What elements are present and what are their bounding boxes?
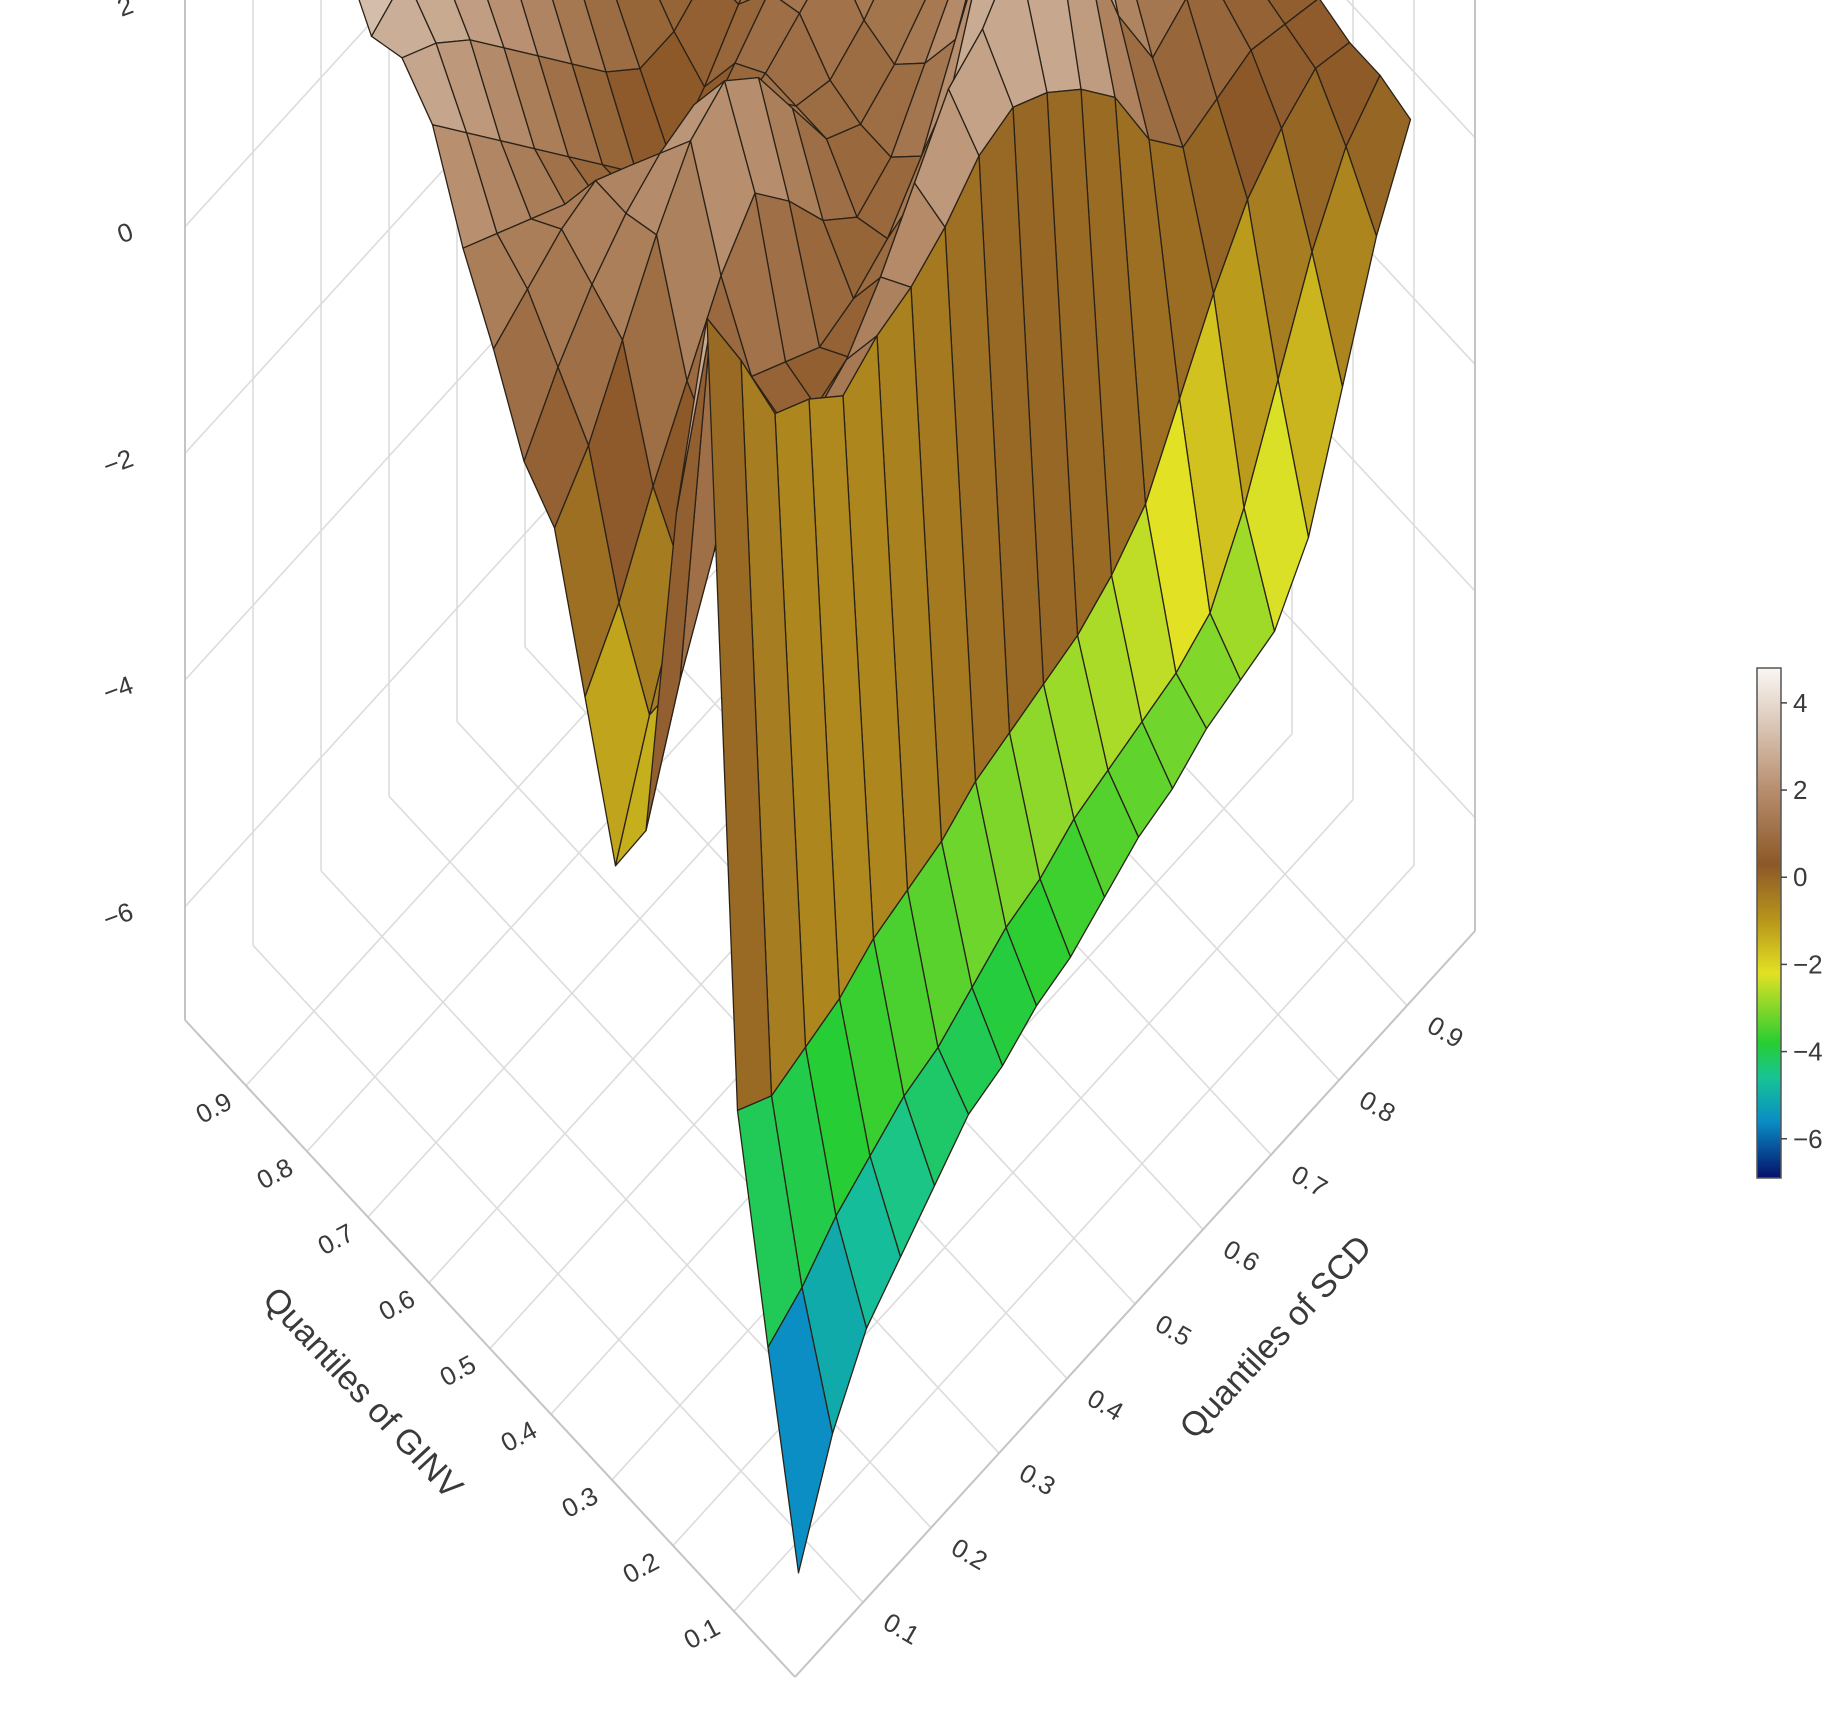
x-tick-label: 0.9 (191, 1086, 237, 1129)
z-tick-label: −6 (99, 896, 137, 934)
wall-grid-line (184, 0, 393, 228)
surface (358, 0, 1412, 1574)
y-axis-title: Quantiles of SCD (1172, 1228, 1379, 1446)
colorbar-tick-label: −2 (1793, 949, 1823, 979)
x-tick-label: 0.2 (618, 1546, 664, 1589)
x-tick-label: 0.8 (252, 1152, 298, 1195)
colorbar-tick-label: −4 (1793, 1037, 1823, 1067)
x-axis-title: Quantiles of GINV (255, 1280, 470, 1507)
y-tick-label: 0.8 (1354, 1084, 1400, 1128)
x-tick-label: 0.4 (496, 1415, 542, 1458)
y-tick-label: 0.1 (878, 1607, 924, 1651)
y-tick-label: 0.3 (1014, 1457, 1060, 1501)
y-tick-label: 0.2 (946, 1532, 992, 1576)
y-tick-label: 0.9 (1422, 1010, 1468, 1054)
colorbar-tick-label: 0 (1793, 862, 1807, 892)
x-tick-label: 0.1 (679, 1612, 725, 1655)
surface-cell (767, 1286, 834, 1574)
z-tick-label: 2 (113, 0, 137, 23)
z-tick-label: −4 (99, 669, 137, 707)
y-tick-label: 0.6 (1218, 1234, 1264, 1278)
x-tick-label: 0.6 (374, 1283, 420, 1326)
z-tick-label: 0 (113, 216, 137, 249)
surface-cell (779, 0, 808, 14)
y-tick-label: 0.5 (1150, 1308, 1196, 1352)
surface-cell (358, 0, 393, 37)
y-tick-label: 0.4 (1082, 1383, 1128, 1427)
colorbar-tick-label: 4 (1793, 688, 1807, 718)
colorbar: 4 2 0 −2 −4 −6 (1756, 667, 1823, 1179)
wall-grid-line (1346, 0, 1476, 139)
z-tick-label: −2 (99, 443, 137, 481)
x-tick-label: 0.5 (435, 1349, 481, 1392)
surface-cell (854, 0, 875, 21)
surface-cell (658, 0, 693, 33)
colorbar-bar (1756, 667, 1782, 1179)
box-edge (184, 1019, 796, 1678)
y-tick-label: 0.7 (1286, 1159, 1332, 1203)
box-edge (794, 930, 1476, 1678)
x-tick-label: 0.7 (313, 1217, 359, 1260)
colorbar-tick-label: −6 (1793, 1124, 1823, 1154)
x-tick-label: 0.3 (557, 1480, 603, 1523)
colorbar-tick-label: 2 (1793, 775, 1807, 805)
